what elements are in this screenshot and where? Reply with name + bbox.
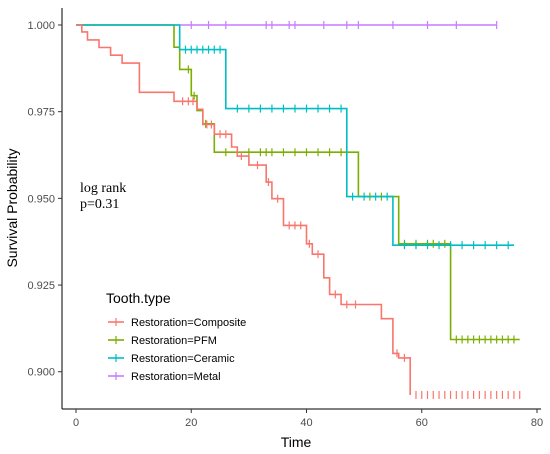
y-tick-label: 0.925	[27, 280, 55, 292]
annotation-line-1: log rank	[80, 181, 126, 196]
legend: Tooth.type Restoration=Composite Restorat…	[106, 290, 246, 383]
y-tick-label: 1.000	[27, 20, 55, 32]
log-rank-annotation: log rank p=0.31	[80, 181, 126, 212]
survival-curve	[76, 24, 514, 246]
legend-title: Tooth.type	[106, 290, 171, 306]
y-tick-label: 0.975	[27, 107, 55, 119]
legend-item: Restoration=Metal	[108, 371, 221, 383]
survival-curve	[76, 24, 411, 395]
y-axis-title: Survival Probability	[4, 148, 20, 267]
legend-label: Restoration=Ceramic	[131, 353, 235, 365]
x-axis-title: Time	[281, 434, 312, 450]
series-layer	[76, 21, 521, 399]
legend-label: Restoration=Metal	[131, 371, 221, 383]
axes	[61, 8, 541, 410]
x-tick-label: 40	[300, 417, 312, 429]
legend-label: Restoration=Composite	[131, 317, 246, 329]
x-tick-label: 60	[416, 417, 428, 429]
x-tick-label: 20	[185, 417, 197, 429]
legend-label: Restoration=PFM	[131, 335, 217, 347]
y-tick-label: 0.900	[27, 367, 55, 379]
legend-item: Restoration=Ceramic	[108, 353, 235, 365]
x-tick-label: 80	[531, 417, 543, 429]
series-ceramic	[76, 24, 514, 250]
series-composite	[76, 24, 521, 399]
legend-item: Restoration=Composite	[108, 317, 246, 329]
x-tick-label: 0	[73, 417, 79, 429]
x-ticks: 0 20 40 60 80	[73, 409, 543, 429]
annotation-line-2: p=0.31	[80, 197, 119, 212]
y-ticks: 0.900 0.925 0.950 0.975 1.000	[27, 20, 62, 379]
legend-item: Restoration=PFM	[108, 335, 217, 347]
y-tick-label: 0.950	[27, 193, 55, 205]
